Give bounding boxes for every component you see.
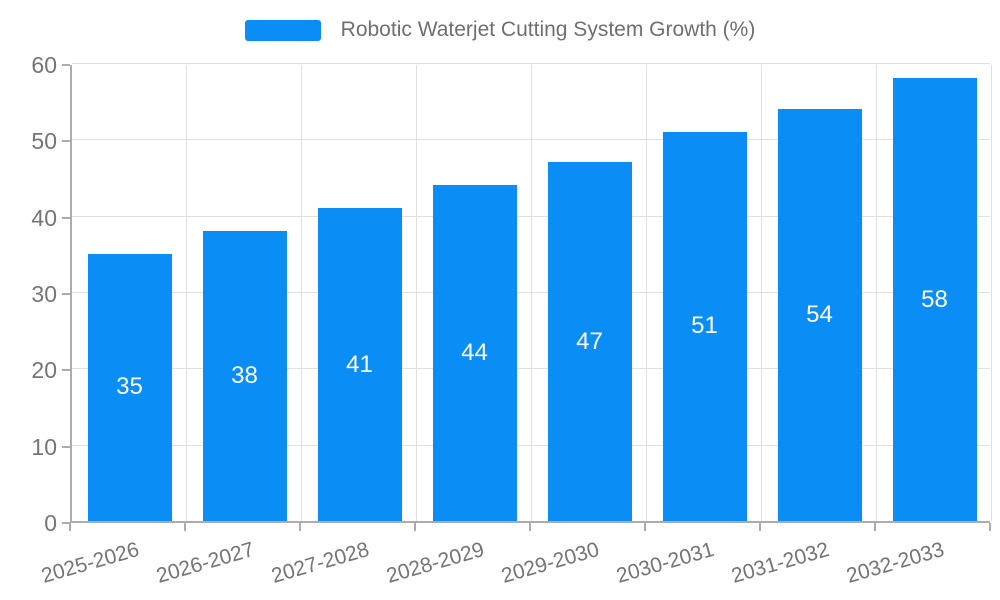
y-axis-label: 50 — [31, 128, 57, 155]
bar[interactable]: 35 — [87, 253, 172, 521]
x-axis-label: 2030-2031 — [613, 538, 717, 588]
bar[interactable]: 38 — [202, 230, 287, 521]
x-axis-label: 2029-2030 — [498, 538, 602, 588]
x-axis-tick — [759, 523, 761, 531]
y-axis-tick — [62, 64, 70, 66]
y-axis-tick — [62, 216, 70, 219]
y-axis-label: 20 — [31, 357, 57, 384]
bar-value-label: 54 — [806, 300, 833, 328]
x-axis-tick — [989, 523, 991, 531]
x-axis-label: 2026-2027 — [153, 538, 257, 588]
x-axis-tick — [414, 523, 416, 531]
x-axis-label: 2031-2032 — [728, 538, 832, 588]
y-axis-label: 40 — [31, 204, 57, 231]
bar[interactable]: 54 — [777, 108, 862, 521]
gridline-vertical — [876, 65, 877, 521]
bar-value-label: 44 — [461, 339, 488, 367]
bar-value-label: 51 — [691, 312, 718, 340]
gridline-vertical — [301, 65, 302, 521]
x-axis-tick — [874, 523, 876, 531]
bar-value-label: 38 — [231, 361, 258, 389]
x-axis-tick — [69, 523, 71, 531]
gridline-horizontal — [72, 63, 990, 64]
plot-area: 35 38 41 44 47 51 54 58 — [70, 63, 992, 523]
y-axis-label: 10 — [31, 433, 57, 460]
bar-value-label: 41 — [346, 350, 373, 378]
x-axis-label: 2032-2033 — [843, 538, 947, 588]
y-axis-tick — [62, 445, 70, 448]
legend-label: Robotic Waterjet Cutting System Growth (… — [340, 18, 756, 41]
gridline-vertical — [761, 65, 762, 521]
y-axis-label: 0 — [44, 510, 57, 536]
x-axis-label: 2025-2026 — [38, 538, 142, 588]
gridline-vertical — [416, 65, 417, 521]
x-axis-tick — [529, 523, 531, 531]
x-axis-tick — [299, 523, 301, 531]
y-axis-tick — [62, 140, 70, 143]
legend-swatch-icon — [244, 19, 321, 41]
gridline-vertical — [991, 65, 992, 521]
x-axis-tick — [644, 523, 646, 531]
y-axis-label: 30 — [31, 281, 57, 307]
y-axis-tick — [62, 369, 70, 372]
y-axis-label: 60 — [31, 52, 57, 78]
legend-item[interactable]: Robotic Waterjet Cutting System Growth (… — [0, 18, 1000, 42]
x-axis-tick — [184, 523, 186, 531]
bar[interactable]: 58 — [892, 78, 977, 521]
bar-value-label: 47 — [576, 327, 603, 355]
bar[interactable]: 44 — [432, 185, 517, 521]
bar[interactable]: 47 — [547, 162, 632, 521]
gridline-vertical — [646, 65, 647, 521]
x-axis-label: 2028-2029 — [383, 538, 487, 588]
x-axis-label: 2027-2028 — [268, 538, 372, 588]
y-axis-tick — [62, 522, 70, 524]
gridline-vertical — [186, 65, 187, 521]
gridline-vertical — [531, 65, 532, 521]
bar-value-label: 58 — [921, 285, 948, 313]
bar[interactable]: 41 — [317, 208, 402, 521]
y-axis-tick — [62, 293, 70, 295]
bar-value-label: 35 — [116, 373, 143, 401]
bar[interactable]: 51 — [662, 131, 747, 521]
